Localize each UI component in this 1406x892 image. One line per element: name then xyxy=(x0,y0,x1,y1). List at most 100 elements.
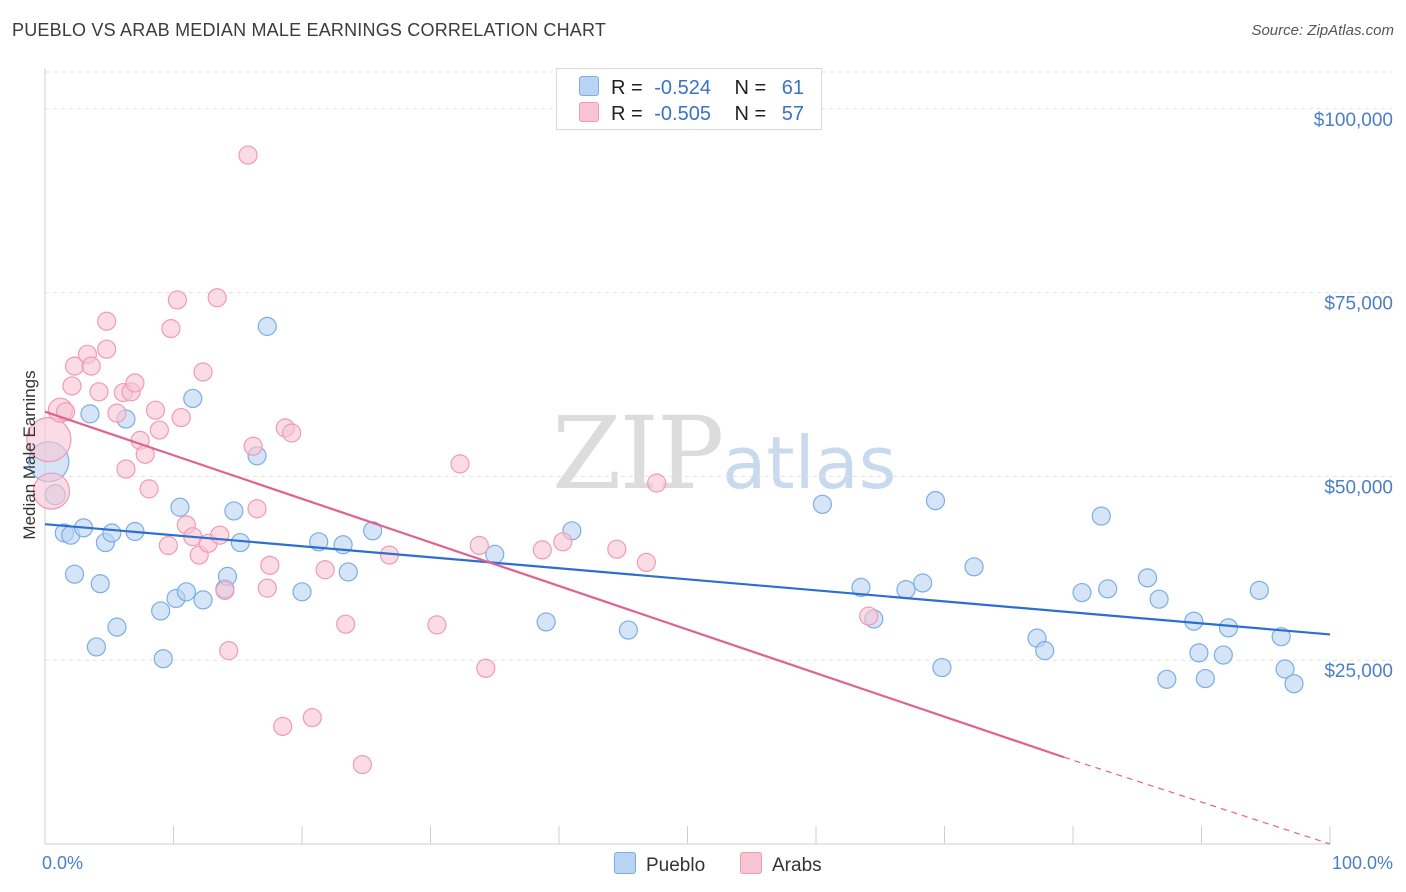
pueblo-point xyxy=(86,637,107,657)
bottom-pueblo-label: Pueblo xyxy=(646,855,706,876)
pueblo-point xyxy=(1149,589,1169,609)
arabs-trend-extension xyxy=(1063,756,1331,845)
arabs-point xyxy=(282,423,302,443)
bottom-legend-pueblo: Pueblo xyxy=(614,852,705,877)
y-tick-label: $75,000 xyxy=(1324,294,1393,315)
arabs-point xyxy=(207,288,227,308)
pueblo-point xyxy=(536,612,556,632)
arabs-point xyxy=(532,540,552,560)
pueblo-point xyxy=(913,573,933,593)
arabs-point xyxy=(247,499,267,519)
arabs-point xyxy=(161,318,181,339)
pueblo-n-value: 61 xyxy=(781,77,805,99)
y-tick-label: $100,000 xyxy=(1314,110,1393,131)
zipatlas-watermark: ZIPatlas xyxy=(552,395,896,512)
pueblo-point xyxy=(618,620,638,640)
arabs-point xyxy=(97,339,117,359)
pueblo-point xyxy=(193,590,213,610)
pueblo-point xyxy=(1098,579,1118,599)
pueblo-point xyxy=(1091,506,1111,526)
arabs-point xyxy=(315,560,335,580)
arabs-point xyxy=(469,535,489,556)
bottom-arabs-swatch xyxy=(740,852,762,874)
pueblo-r-label: R = xyxy=(611,77,643,99)
arabs-point xyxy=(636,552,656,573)
arabs-point xyxy=(302,707,322,728)
y-axis-title: Median Male Earnings xyxy=(20,370,39,539)
x-tick-label-start: 0.0% xyxy=(42,853,83,873)
pueblo-point xyxy=(1218,618,1239,638)
arabs-point xyxy=(193,362,213,382)
arabs-point xyxy=(427,615,447,635)
pueblo-swatch xyxy=(579,76,599,96)
arabs-point xyxy=(215,580,235,600)
arabs-point xyxy=(125,373,145,393)
arabs-point xyxy=(336,614,356,634)
arabs-point xyxy=(26,417,72,463)
arabs-point xyxy=(145,400,166,420)
arabs-point xyxy=(107,403,127,423)
chart-title: PUEBLO VS ARAB MEDIAN MALE EARNINGS CORR… xyxy=(12,20,607,40)
bottom-arabs-label: Arabs xyxy=(772,855,822,876)
arabs-point xyxy=(352,754,372,775)
pueblo-point xyxy=(170,497,190,517)
pueblo-point xyxy=(90,574,110,594)
pueblo-r-value: -0.524 xyxy=(654,77,711,99)
pueblo-point xyxy=(851,577,871,598)
pueblo-point xyxy=(64,564,85,584)
watermark-atlas: atlas xyxy=(722,421,897,505)
arabs-point xyxy=(450,454,470,474)
pueblo-point xyxy=(812,494,833,514)
pueblo-point xyxy=(153,649,173,669)
arabs-r-value: -0.505 xyxy=(654,103,711,125)
legend-row-pueblo: R = -0.524 N = 61 xyxy=(579,76,804,100)
arabs-point xyxy=(243,436,263,456)
y-tick-label: $25,000 xyxy=(1324,661,1393,682)
arabs-point xyxy=(257,578,277,598)
arabs-trend-line xyxy=(44,410,1065,759)
arabs-r-label: R = xyxy=(611,103,643,125)
trend-lines xyxy=(44,410,1331,845)
arabs-n-label: N = xyxy=(734,103,767,125)
arabs-point xyxy=(116,459,136,479)
arabs-point xyxy=(260,555,280,575)
pueblo-point xyxy=(80,404,100,424)
arabs-point xyxy=(167,290,187,310)
bottom-pueblo-swatch xyxy=(614,852,636,874)
pueblo-point xyxy=(1195,668,1215,689)
arabs-point xyxy=(553,532,573,552)
x-tick-label-end: 100.0% xyxy=(1332,853,1393,873)
pueblo-n-label: N = xyxy=(734,77,767,99)
data-points xyxy=(26,145,1304,775)
bottom-legend-arabs: Arabs xyxy=(740,852,822,877)
pueblo-point xyxy=(925,491,946,511)
pueblo-point xyxy=(1271,627,1291,647)
arabs-point xyxy=(210,525,230,545)
pueblo-point xyxy=(338,562,358,582)
pueblo-point xyxy=(107,617,127,637)
arabs-point xyxy=(62,376,82,396)
pueblo-point xyxy=(932,657,952,678)
source-credit: Source: ZipAtlas.com xyxy=(1251,22,1394,39)
arabs-point xyxy=(859,606,879,626)
legend-row-arabs: R = -0.505 N = 57 xyxy=(579,102,804,126)
pueblo-point xyxy=(224,501,244,521)
axes xyxy=(44,68,1331,845)
arabs-point xyxy=(238,145,258,165)
arabs-point xyxy=(81,356,101,376)
correlation-legend: R = -0.524 N = 61 R = -0.505 N = 57 xyxy=(556,68,822,130)
arabs-point xyxy=(273,716,293,736)
pueblo-point xyxy=(896,580,916,600)
pueblo-point xyxy=(1157,669,1177,689)
arabs-point xyxy=(89,382,109,402)
pueblo-point xyxy=(257,316,277,336)
pueblo-point xyxy=(176,582,196,602)
pueblo-point xyxy=(1275,659,1295,679)
pueblo-point xyxy=(1249,580,1269,600)
arabs-point xyxy=(171,407,191,428)
arabs-point xyxy=(476,658,496,678)
pueblo-point xyxy=(183,388,203,409)
pueblo-point xyxy=(1137,568,1158,588)
arabs-point xyxy=(97,311,117,331)
